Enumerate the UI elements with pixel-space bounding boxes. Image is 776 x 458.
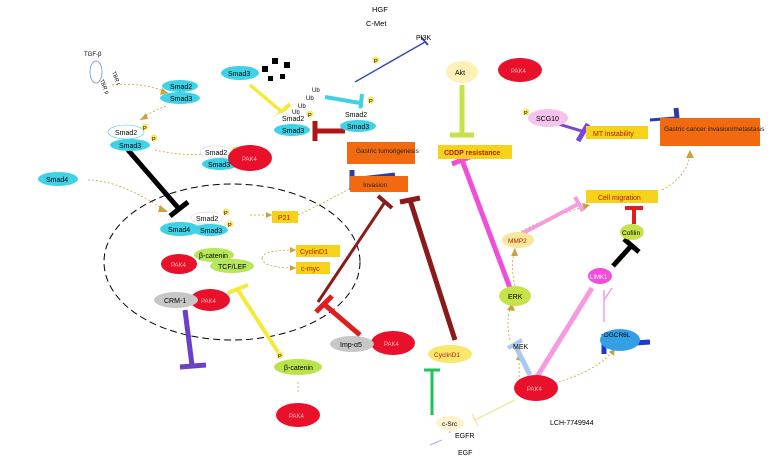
svg-text:Ub: Ub (298, 104, 306, 110)
node-csrc: c-Src (442, 421, 458, 428)
label-egf: EGF (458, 450, 472, 457)
box-gastric-tumorigenesis: Gastric tumorigenesis (356, 148, 420, 155)
svg-text:P: P (143, 126, 147, 132)
label-tbr2: TBR II (98, 79, 109, 96)
arrow-erk-mmp2 (512, 247, 516, 287)
svg-text:P: P (152, 137, 156, 143)
node-cofilin: Cofilin (622, 230, 640, 237)
svg-text:P: P (374, 59, 378, 65)
arrow-migration-cancer (661, 149, 691, 191)
box-mt-instability: MT instability (593, 131, 634, 138)
node-smad4-b: Smad4 (168, 227, 190, 234)
box-cmyc: c-myc (301, 266, 320, 273)
arrow-pak4-mek (518, 351, 521, 386)
node-pak4-7: PAK4 (527, 387, 543, 393)
svg-text:Ub: Ub (312, 88, 320, 94)
other-nodes: Akt SCG10 β-catenin TCF/LEF CRM-1 Imp-α5… (154, 61, 644, 430)
node-smad2-d: Smad2 (282, 116, 304, 123)
node-erk: ERK (508, 294, 523, 301)
box-p21: P21 (278, 215, 291, 222)
smad-nodes: Smad2 Smad3 Smad2 Smad3 Smad2 Smad3 Smad… (38, 66, 376, 236)
node-smad3-f: Smad3 (347, 124, 369, 131)
node-smad3-a: Smad3 (170, 96, 192, 103)
node-bcatenin: β-catenin (284, 365, 313, 372)
node-smad2-c: Smad2 (205, 150, 227, 157)
node-smad3-d: Smad3 (228, 71, 250, 78)
node-tcflef: TCF/LEF (218, 264, 246, 271)
label-hgf: HGF (372, 5, 388, 14)
phospho-markers: P P P P P P P P P P (141, 56, 530, 360)
label-pi3k: PI3K (416, 35, 432, 42)
node-scg10: SCG10 (536, 116, 559, 123)
node-smad2-e: Smad2 (345, 112, 367, 119)
node-pak4-3: PAK4 (171, 263, 187, 269)
node-smad2-a: Smad2 (170, 84, 192, 91)
pak4-nodes: PAK4 PAK4 PAK4 PAK4 PAK4 PAK4 PAK4 (161, 58, 558, 427)
node-cyclind1: CyclinD1 (434, 352, 460, 359)
svg-text:P: P (224, 211, 228, 217)
node-smad3-e: Smad3 (282, 128, 304, 135)
node-crm1: CRM-1 (164, 298, 186, 305)
node-impa5: Imp-α5 (340, 342, 362, 349)
svg-text:Ub: Ub (306, 96, 314, 102)
box-cyclind1-nuc: CyclinD1 (300, 249, 328, 256)
arrow-smad4-complex (87, 179, 169, 213)
svg-text:Ub: Ub (292, 110, 300, 116)
node-pak4-4: PAK4 (201, 299, 217, 305)
node-akt: Akt (455, 70, 465, 77)
box-invasion: Invasion (363, 182, 388, 189)
node-mmp2: MMP2 (508, 238, 527, 245)
label-cmet: C-Met (366, 19, 387, 28)
node-pak4-2: PAK4 (242, 157, 258, 163)
phospho-cluster-icon (262, 58, 290, 81)
svg-text:P: P (524, 111, 528, 117)
label-tgfb: TGF-β (84, 52, 102, 58)
svg-text:P: P (228, 223, 232, 229)
node-smad3-b: Smad3 (119, 143, 141, 150)
svg-text:P: P (369, 99, 373, 105)
arrow-smad23p-pak4 (154, 149, 211, 155)
node-mek: MEK (513, 344, 529, 351)
node-smad3-g: Smad3 (200, 228, 222, 235)
node-smad4-a: Smad4 (46, 177, 68, 184)
ubiquitin-labels: Ub Ub Ub Ub (292, 88, 320, 116)
svg-text:P: P (278, 354, 282, 360)
outcome-boxes: Gastric tumorigenesis Invasion CDDP resi… (272, 118, 765, 274)
node-smad3-c: Smad3 (208, 162, 230, 169)
box-cell-migration: Cell migration (598, 195, 641, 202)
box-gastric-cancer: Gastric cancer invasion/metastasis (664, 126, 765, 133)
nucleus-boundary (103, 183, 361, 341)
node-bcatenin-nuc: β-catenin (199, 253, 228, 260)
arrow-tgfb-smad (111, 83, 169, 94)
node-pak4-1: PAK4 (511, 69, 527, 75)
tgfb-receptor (89, 60, 103, 84)
box-cddp: CDDP resistance (444, 150, 500, 157)
svg-text:P: P (308, 113, 312, 119)
node-dgcr6l: DGCR6L (604, 332, 631, 339)
node-limk1: LIMK1 (590, 275, 608, 281)
label-egfr: EGFR (455, 433, 474, 440)
node-smad2-b: Smad2 (115, 130, 137, 137)
node-pak4-6: PAK4 (289, 414, 305, 420)
node-pak4-5: PAK4 (384, 342, 400, 348)
node-smad2-f: Smad2 (196, 216, 218, 223)
egfr-receptor-mark (429, 439, 443, 446)
label-tbr1: TBR I (110, 71, 121, 87)
arrow-tcf-cyclin (261, 249, 297, 259)
label-inhibitor: LCH-7749944 (550, 420, 594, 427)
